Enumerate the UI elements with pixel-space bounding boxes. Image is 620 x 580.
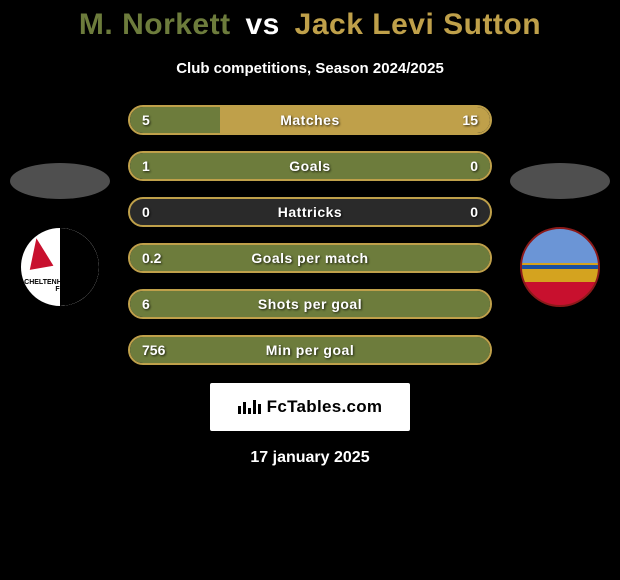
title-player2: Jack Levi Sutton [295,8,541,41]
stat-label: Min per goal [130,337,490,363]
stat-bar: 0Hattricks0 [128,197,492,227]
stat-label: Goals [130,153,490,179]
bars-icon [238,400,261,414]
stat-label: Hattricks [130,199,490,225]
source-logo: FcTables.com [210,383,411,431]
stat-bar: 756Min per goal [128,335,492,365]
stat-value-right: 15 [462,107,478,133]
main-row: CHELTENHAM TOWN FC 5Matches151Goals00Hat… [0,105,620,365]
player1-club-badge: CHELTENHAM TOWN FC [20,227,100,307]
right-column [510,163,610,307]
stat-label: Goals per match [130,245,490,271]
club-badge-text: CHELTENHAM TOWN FC [21,279,99,294]
left-column: CHELTENHAM TOWN FC [10,163,110,307]
player2-club-badge [520,227,600,307]
source-logo-text: FcTables.com [267,397,383,417]
stat-label: Matches [130,107,490,133]
player2-photo-placeholder [510,163,610,199]
subtitle: Club competitions, Season 2024/2025 [176,60,444,77]
stats-bars: 5Matches151Goals00Hattricks00.2Goals per… [110,105,510,365]
title-player1: M. Norkett [79,8,231,41]
player1-photo-placeholder [10,163,110,199]
stat-bar: 0.2Goals per match [128,243,492,273]
footer-date: 17 january 2025 [250,449,369,467]
stat-label: Shots per goal [130,291,490,317]
title-vs: vs [245,8,279,41]
stat-value-right: 0 [470,199,478,225]
stat-bar: 1Goals0 [128,151,492,181]
comparison-card: M. Norkett vs Jack Levi Sutton Club comp… [0,0,620,467]
stat-bar: 5Matches15 [128,105,492,135]
page-title: M. Norkett vs Jack Levi Sutton [79,8,541,42]
stat-value-right: 0 [470,153,478,179]
stat-bar: 6Shots per goal [128,289,492,319]
